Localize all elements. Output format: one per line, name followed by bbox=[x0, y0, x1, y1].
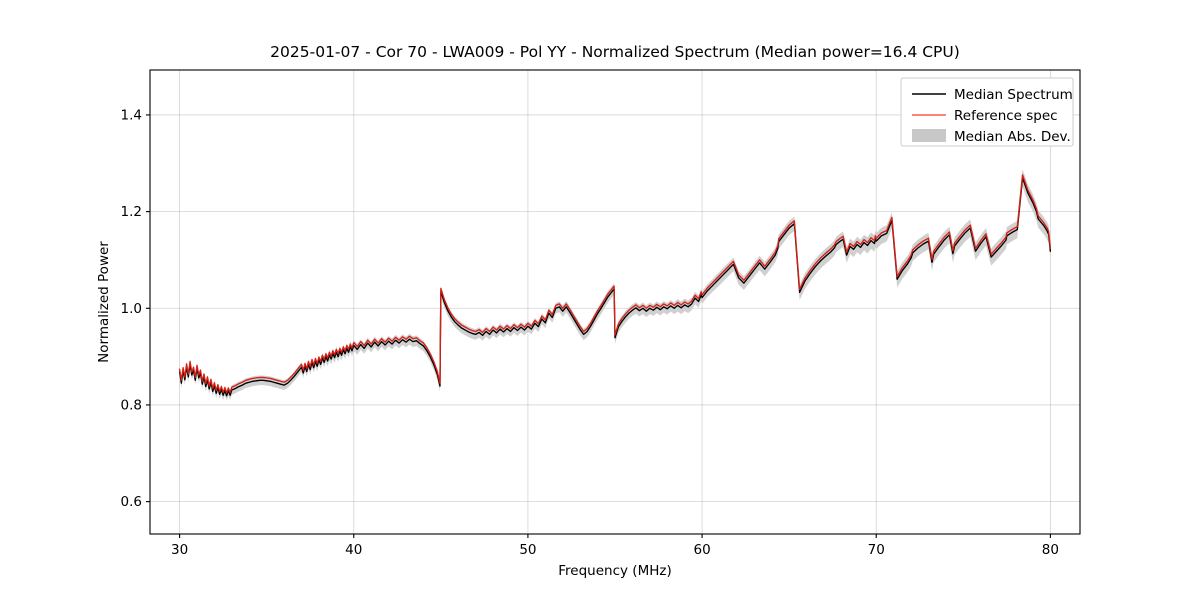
grid-layer bbox=[150, 70, 1080, 534]
mad-band-area bbox=[179, 169, 1051, 401]
axis-ticks: 30 40 50 60 70 80 0.6 0.8 1.0 1.2 1.4 bbox=[121, 107, 1059, 558]
y-tick-label: 1.2 bbox=[121, 204, 142, 220]
legend-label: Reference spec bbox=[954, 108, 1058, 124]
y-tick-label: 0.8 bbox=[121, 397, 142, 413]
chart-title: 2025-01-07 - Cor 70 - LWA009 - Pol YY - … bbox=[270, 43, 960, 61]
x-tick-label: 80 bbox=[1042, 542, 1059, 558]
legend-label: Median Abs. Dev. bbox=[954, 129, 1071, 145]
x-tick-label: 70 bbox=[868, 542, 885, 558]
legend-label: Median Spectrum bbox=[954, 87, 1073, 103]
y-axis-label: Normalized Power bbox=[96, 241, 112, 363]
plot-frame bbox=[149, 69, 1081, 535]
x-tick-label: 40 bbox=[345, 542, 362, 558]
y-tick-label: 1.0 bbox=[121, 301, 142, 317]
chart-legend[interactable]: Median Spectrum Reference spec Median Abs.… bbox=[900, 77, 1074, 147]
median-spectrum-line bbox=[178, 177, 1052, 397]
legend-swatch-patch bbox=[912, 129, 946, 142]
y-tick-label: 0.6 bbox=[121, 494, 142, 510]
series-lines bbox=[178, 174, 1052, 397]
y-tick-label: 1.4 bbox=[121, 107, 142, 123]
reference-spec-line bbox=[178, 174, 1052, 394]
x-tick-label: 60 bbox=[693, 542, 710, 558]
x-tick-label: 50 bbox=[519, 542, 536, 558]
x-axis-label: Frequency (MHz) bbox=[558, 563, 671, 579]
median-abs-dev-band bbox=[179, 169, 1051, 401]
x-tick-label: 30 bbox=[171, 542, 188, 558]
